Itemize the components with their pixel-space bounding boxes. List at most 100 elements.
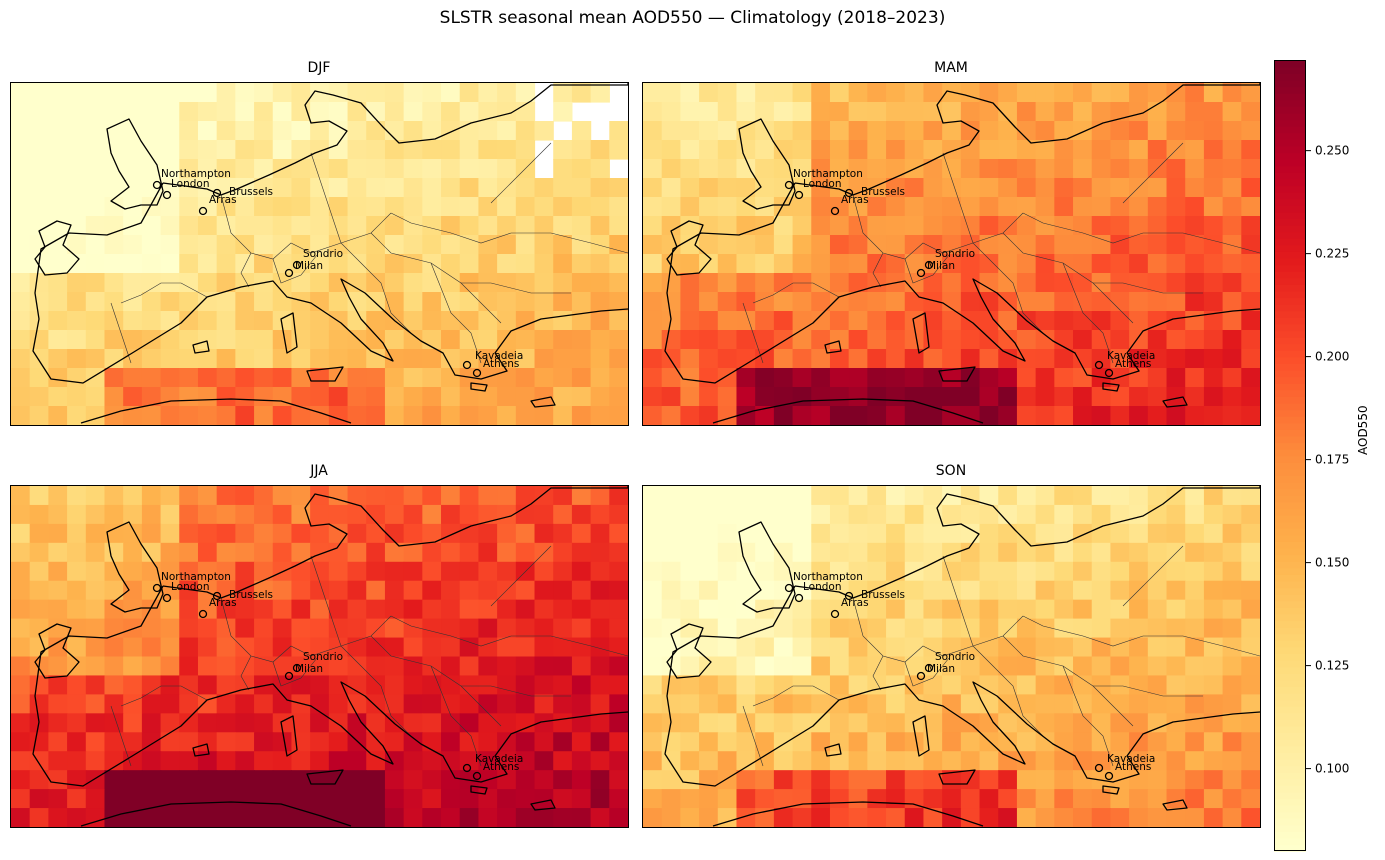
aod-cell bbox=[272, 349, 293, 369]
aod-cell bbox=[1073, 83, 1093, 103]
aod-cell bbox=[104, 330, 124, 350]
city-marker[interactable] bbox=[198, 609, 208, 619]
aod-cell bbox=[829, 216, 850, 236]
aod-cell bbox=[1016, 599, 1037, 620]
city-marker[interactable] bbox=[162, 190, 172, 200]
city-marker[interactable] bbox=[292, 663, 302, 673]
aod-cell bbox=[216, 159, 236, 179]
aod-cell bbox=[1110, 349, 1130, 369]
aod-cell bbox=[1129, 387, 1149, 407]
aod-cell bbox=[497, 789, 517, 809]
city-marker[interactable] bbox=[198, 206, 208, 216]
city-marker[interactable] bbox=[784, 583, 794, 593]
city-marker[interactable] bbox=[830, 206, 840, 216]
aod-cell bbox=[886, 159, 906, 179]
city-marker[interactable] bbox=[844, 188, 854, 198]
aod-cell bbox=[272, 694, 293, 714]
aod-cell bbox=[680, 732, 700, 752]
aod-cell bbox=[422, 235, 442, 255]
aod-cell bbox=[216, 387, 236, 407]
map-panel-mam[interactable]: Northampton London Brussels Arras Sondrio Mil… bbox=[642, 82, 1261, 426]
aod-cell bbox=[515, 292, 536, 312]
city-marker[interactable] bbox=[292, 260, 302, 270]
city-marker[interactable] bbox=[472, 771, 482, 781]
aod-cell bbox=[104, 542, 124, 563]
aod-cell bbox=[254, 580, 274, 601]
city-marker[interactable] bbox=[916, 268, 926, 278]
city-marker[interactable] bbox=[916, 671, 926, 681]
aod-cell bbox=[886, 542, 906, 563]
aod-cell bbox=[104, 580, 124, 601]
city-marker[interactable] bbox=[462, 360, 472, 370]
aod-cell bbox=[48, 406, 68, 425]
aod-cell bbox=[459, 580, 480, 601]
map-panel-son[interactable]: Northampton London Brussels Arras Sondrio Mil… bbox=[642, 485, 1261, 828]
aod-cell bbox=[160, 486, 180, 506]
aod-cell bbox=[792, 159, 812, 179]
city-marker[interactable] bbox=[924, 260, 934, 270]
aod-cell bbox=[736, 140, 756, 160]
aod-cell bbox=[736, 368, 756, 388]
aod-cell bbox=[310, 102, 330, 122]
city-marker[interactable] bbox=[152, 583, 162, 593]
city-marker[interactable] bbox=[472, 368, 482, 378]
aod-cell bbox=[590, 349, 610, 369]
aod-cell bbox=[680, 368, 700, 388]
aod-cell bbox=[515, 580, 536, 601]
aod-cell bbox=[141, 542, 162, 563]
city-marker[interactable] bbox=[152, 180, 162, 190]
city-marker[interactable] bbox=[1104, 368, 1114, 378]
aod-cell bbox=[979, 254, 999, 274]
city-marker[interactable] bbox=[794, 593, 804, 603]
aod-cell bbox=[347, 140, 367, 160]
aod-cell bbox=[85, 675, 106, 695]
aod-cell bbox=[590, 83, 610, 103]
coastline bbox=[912, 312, 930, 354]
aod-cell bbox=[571, 675, 592, 695]
city-marker[interactable] bbox=[784, 180, 794, 190]
city-marker[interactable] bbox=[794, 190, 804, 200]
aod-cell bbox=[998, 387, 1018, 407]
aod-cell bbox=[904, 121, 925, 141]
aod-cell bbox=[717, 121, 738, 141]
aod-cell bbox=[942, 254, 962, 274]
city-marker[interactable] bbox=[212, 188, 222, 198]
aod-cell bbox=[979, 102, 999, 122]
aod-cell bbox=[643, 254, 663, 274]
aod-cell bbox=[85, 83, 106, 103]
city-marker[interactable] bbox=[844, 591, 854, 601]
city-marker[interactable] bbox=[212, 591, 222, 601]
city-marker[interactable] bbox=[1094, 360, 1104, 370]
aod-cell bbox=[923, 637, 943, 658]
aod-cell bbox=[534, 713, 554, 733]
aod-cell bbox=[1166, 235, 1186, 255]
city-marker[interactable] bbox=[462, 763, 472, 773]
aod-cell bbox=[347, 197, 367, 217]
aod-cell bbox=[48, 789, 68, 809]
aod-cell bbox=[403, 216, 423, 236]
aod-cell bbox=[291, 83, 311, 103]
aod-cell bbox=[441, 618, 461, 639]
city-marker[interactable] bbox=[284, 671, 294, 681]
city-marker[interactable] bbox=[830, 609, 840, 619]
aod-cell bbox=[347, 83, 367, 103]
aod-cell bbox=[960, 770, 981, 790]
city-label: London bbox=[803, 581, 842, 593]
city-marker[interactable] bbox=[1104, 771, 1114, 781]
aod-cell bbox=[1035, 770, 1055, 790]
aod-cell bbox=[553, 292, 573, 312]
aod-cell bbox=[886, 580, 906, 601]
city-marker[interactable] bbox=[924, 663, 934, 673]
aod-cell bbox=[643, 580, 663, 601]
aod-cell bbox=[979, 789, 999, 809]
city-marker[interactable] bbox=[162, 593, 172, 603]
map-panel-djf[interactable]: Northampton London Brussels Arras Sondrio Mil… bbox=[10, 82, 629, 426]
city-marker[interactable] bbox=[284, 268, 294, 278]
colorbar-segment bbox=[1274, 198, 1306, 206]
aod-cell bbox=[459, 675, 480, 695]
map-panel-jja[interactable]: Northampton London Brussels Arras Sondrio Mil… bbox=[10, 485, 629, 828]
aod-cell bbox=[736, 751, 756, 771]
aod-cell bbox=[179, 159, 199, 179]
city-marker[interactable] bbox=[1094, 763, 1104, 773]
aod-cell bbox=[160, 770, 180, 790]
